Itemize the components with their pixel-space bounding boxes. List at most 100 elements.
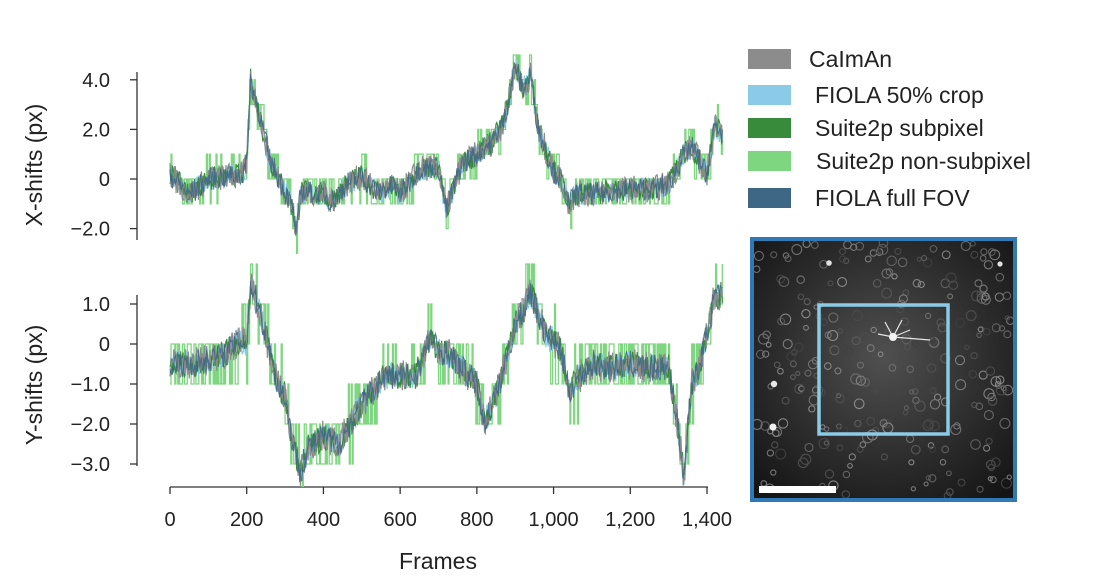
fov-cell [877, 351, 884, 358]
fov-cell [800, 453, 812, 465]
fov-cell [970, 439, 981, 450]
fov-cell [777, 317, 786, 326]
fov-cell [757, 333, 770, 345]
fov-cell [855, 241, 865, 251]
legend: CaImAn FIOLA 50% crop Suite2p subpixel Suit… [748, 46, 1031, 211]
y-tick-label: 1.0 [82, 294, 110, 316]
fov-cell [827, 280, 834, 287]
fov-cell [980, 294, 991, 305]
fov-cell [957, 478, 966, 487]
fov-cell [847, 462, 853, 469]
fov-cell [786, 351, 796, 362]
legend-label: Suite2p non-subpixel [816, 148, 1031, 174]
fov-cell [985, 459, 996, 470]
fov-cell [916, 256, 922, 262]
fov-cell [791, 244, 803, 255]
fov-cell [922, 258, 933, 268]
fov-cell [818, 437, 830, 450]
fov-cell [928, 337, 937, 346]
legend-swatch [748, 188, 791, 208]
y-tick-label: 4.0 [82, 70, 110, 92]
fov-cell [796, 275, 805, 284]
fov-cell [960, 240, 971, 251]
fov-cell [941, 445, 950, 454]
fov-cell [965, 310, 977, 322]
fov-cell [851, 314, 862, 324]
x-shifts-panel: 4.0 2.0 0 −2.0 X-shifts (px) [21, 54, 723, 255]
fov-cell [766, 449, 775, 457]
fov-cell [983, 260, 994, 270]
fov-cell [976, 291, 983, 297]
x-shifts-series [169, 54, 723, 255]
legend-swatch [748, 85, 791, 105]
fov-bright-soma [826, 260, 832, 266]
fov-cell [989, 249, 1001, 261]
fov-cell [987, 396, 998, 406]
scale-bar [759, 486, 836, 493]
fov-cell [1003, 330, 1012, 339]
fov-cell [777, 418, 789, 429]
fov-cell [842, 470, 851, 479]
fov-cell [978, 370, 988, 380]
fov-cell [924, 312, 932, 320]
fov-cell [922, 420, 934, 431]
legend-swatch [748, 49, 791, 69]
fov-cell [837, 345, 844, 352]
fov-cell [925, 475, 932, 481]
fov-cell [794, 383, 805, 394]
series-line-fiola-full-fov [169, 280, 723, 482]
fov-cell [990, 376, 1002, 387]
x-tick-label: 600 [383, 509, 416, 531]
fov-cell [901, 334, 912, 345]
series-line-caiman [169, 273, 723, 486]
fov-cell [776, 274, 786, 284]
fov-cell [855, 375, 866, 386]
fov-cell [876, 243, 889, 256]
fov-cell [989, 476, 997, 484]
fov-cell [936, 318, 945, 327]
fov-frame [750, 237, 1017, 502]
fov-cell [771, 441, 779, 449]
fov-cell [927, 363, 937, 373]
fov-cell [974, 279, 983, 288]
fov-cell [760, 421, 770, 431]
fov-cell [848, 453, 856, 461]
fov-bright-soma [770, 380, 778, 388]
fov-cell [929, 387, 937, 394]
series-line-fiola-full-fov [169, 64, 723, 236]
fov-cell [982, 327, 991, 336]
legend-swatch [748, 118, 791, 138]
fov-cell [781, 396, 790, 405]
fov-cell [979, 254, 987, 262]
legend-label: FIOLA 50% crop [815, 82, 984, 108]
fov-cell [773, 361, 781, 369]
fov-cell [795, 370, 801, 376]
fov-cell [903, 405, 909, 411]
y-tick-label: −3.0 [71, 454, 110, 476]
y-tick-label: −2.0 [71, 219, 110, 241]
fov-cell [804, 442, 814, 453]
fov-cell [998, 325, 1006, 332]
y-tick-label: 0 [99, 169, 110, 191]
fov-cell [914, 400, 926, 412]
fov-cell [985, 366, 996, 376]
fov-cell [839, 255, 847, 263]
fov-cell [839, 248, 846, 256]
fov-cell [888, 363, 897, 372]
x-tick-label: 1,200 [605, 509, 655, 531]
fov-cell [912, 340, 919, 348]
fov-cell [755, 349, 766, 359]
legend-label: CaImAn [809, 46, 892, 72]
fov-cell [881, 268, 892, 279]
fov-cell [999, 417, 1011, 429]
fov-cell [946, 470, 952, 477]
fov-inset [750, 237, 1017, 502]
fov-cell [902, 409, 909, 416]
fov-cell [983, 410, 994, 421]
fov-cell [977, 326, 984, 333]
y-shifts-y-ticks: 1.0 0 −1.0 −2.0 −3.0 [71, 294, 137, 476]
fov-cell [964, 344, 970, 351]
fov-cell [875, 247, 882, 255]
x-shifts-y-axis-label: X-shifts (px) [21, 104, 47, 227]
